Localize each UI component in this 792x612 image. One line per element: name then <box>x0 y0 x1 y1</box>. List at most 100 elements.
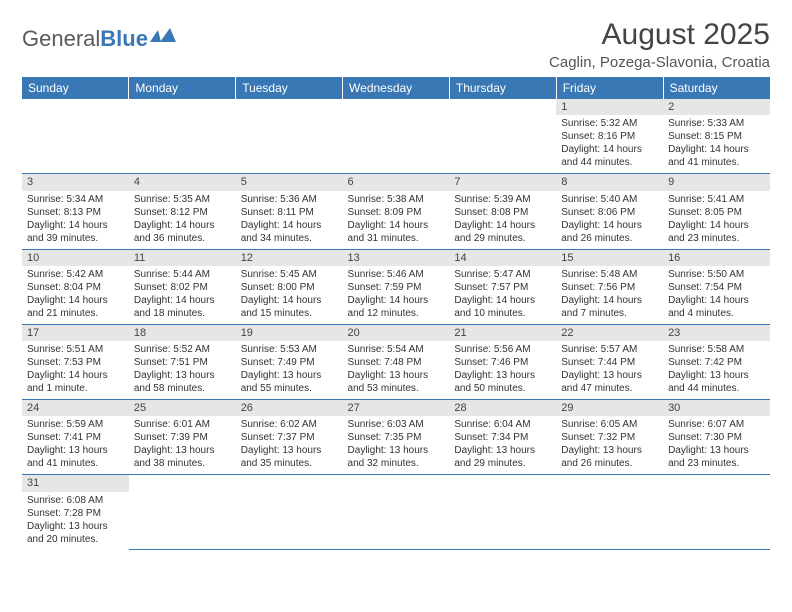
daylight-text: Daylight: 14 hours <box>561 294 658 307</box>
daylight-text: and 53 minutes. <box>348 382 445 395</box>
weekday-header-row: Sunday Monday Tuesday Wednesday Thursday… <box>22 77 770 99</box>
calendar-day-cell: 21Sunrise: 5:56 AMSunset: 7:46 PMDayligh… <box>449 324 556 399</box>
day-number: 19 <box>236 325 343 341</box>
daylight-text: and 35 minutes. <box>241 457 338 470</box>
calendar-day-cell: 31Sunrise: 6:08 AMSunset: 7:28 PMDayligh… <box>22 475 129 550</box>
sunset-text: Sunset: 7:32 PM <box>561 431 658 444</box>
calendar-day-cell: 8Sunrise: 5:40 AMSunset: 8:06 PMDaylight… <box>556 174 663 249</box>
daylight-text: and 39 minutes. <box>27 232 124 245</box>
sunrise-text: Sunrise: 6:01 AM <box>134 418 231 431</box>
calendar-day-cell <box>22 99 129 174</box>
calendar-day-cell: 14Sunrise: 5:47 AMSunset: 7:57 PMDayligh… <box>449 249 556 324</box>
calendar-day-cell: 11Sunrise: 5:44 AMSunset: 8:02 PMDayligh… <box>129 249 236 324</box>
calendar-day-cell: 1Sunrise: 5:32 AMSunset: 8:16 PMDaylight… <box>556 99 663 174</box>
calendar-day-cell: 10 Sunrise: 5:42 AMSunset: 8:04 PMDayligh… <box>22 249 129 324</box>
daylight-text: Daylight: 14 hours <box>27 294 124 307</box>
sunrise-text: Sunrise: 5:41 AM <box>668 193 765 206</box>
daylight-text: Daylight: 14 hours <box>241 294 338 307</box>
calendar-day-cell: 13Sunrise: 5:46 AMSunset: 7:59 PMDayligh… <box>343 249 450 324</box>
sunrise-text: Sunrise: 5:51 AM <box>27 343 124 356</box>
sunset-text: Sunset: 7:48 PM <box>348 356 445 369</box>
day-number: 7 <box>449 174 556 190</box>
sunrise-text: Sunrise: 6:08 AM <box>27 494 124 507</box>
calendar-day-cell: 25Sunrise: 6:01 AMSunset: 7:39 PMDayligh… <box>129 400 236 475</box>
sunrise-text: Sunrise: 5:45 AM <box>241 268 338 281</box>
sunrise-text: Sunrise: 6:03 AM <box>348 418 445 431</box>
daylight-text: and 50 minutes. <box>454 382 551 395</box>
sunset-text: Sunset: 7:28 PM <box>27 507 124 520</box>
daylight-text: Daylight: 13 hours <box>668 369 765 382</box>
sunset-text: Sunset: 7:41 PM <box>27 431 124 444</box>
sunset-text: Sunset: 7:39 PM <box>134 431 231 444</box>
sunrise-text: Sunrise: 5:59 AM <box>27 418 124 431</box>
sunrise-text: Sunrise: 5:46 AM <box>348 268 445 281</box>
sunset-text: Sunset: 8:04 PM <box>27 281 124 294</box>
sunset-text: Sunset: 7:57 PM <box>454 281 551 294</box>
daylight-text: Daylight: 13 hours <box>561 444 658 457</box>
daylight-text: and 12 minutes. <box>348 307 445 320</box>
daylight-text: Daylight: 14 hours <box>454 219 551 232</box>
day-number: 27 <box>343 400 450 416</box>
daylight-text: Daylight: 13 hours <box>134 369 231 382</box>
calendar-week-row: 3Sunrise: 5:34 AMSunset: 8:13 PMDaylight… <box>22 174 770 249</box>
calendar-day-cell: 3Sunrise: 5:34 AMSunset: 8:13 PMDaylight… <box>22 174 129 249</box>
daylight-text: and 10 minutes. <box>454 307 551 320</box>
sunrise-text: Sunrise: 5:47 AM <box>454 268 551 281</box>
sunset-text: Sunset: 8:12 PM <box>134 206 231 219</box>
calendar-day-cell: 15Sunrise: 5:48 AMSunset: 7:56 PMDayligh… <box>556 249 663 324</box>
sunset-text: Sunset: 8:16 PM <box>561 130 658 143</box>
calendar-day-cell <box>556 475 663 550</box>
page-title: August 2025 <box>549 18 770 52</box>
sunset-text: Sunset: 8:06 PM <box>561 206 658 219</box>
day-number: 24 <box>22 400 129 416</box>
day-number: 30 <box>663 400 770 416</box>
daylight-text: Daylight: 13 hours <box>348 444 445 457</box>
daylight-text: Daylight: 14 hours <box>348 294 445 307</box>
sunrise-text: Sunrise: 6:05 AM <box>561 418 658 431</box>
sunrise-text: Sunrise: 5:48 AM <box>561 268 658 281</box>
calendar-day-cell <box>343 475 450 550</box>
day-number: 22 <box>556 325 663 341</box>
sunrise-text: Sunrise: 5:39 AM <box>454 193 551 206</box>
weekday-header: Wednesday <box>343 77 450 99</box>
day-number: 10 <box>22 250 129 266</box>
weekday-header: Tuesday <box>236 77 343 99</box>
daylight-text: Daylight: 13 hours <box>134 444 231 457</box>
daylight-text: and 26 minutes. <box>561 457 658 470</box>
daylight-text: and 44 minutes. <box>668 382 765 395</box>
calendar-day-cell <box>129 99 236 174</box>
day-number: 29 <box>556 400 663 416</box>
calendar-day-cell: 9Sunrise: 5:41 AMSunset: 8:05 PMDaylight… <box>663 174 770 249</box>
day-number: 6 <box>343 174 450 190</box>
daylight-text: Daylight: 13 hours <box>348 369 445 382</box>
day-number: 15 <box>556 250 663 266</box>
day-number: 2 <box>663 99 770 115</box>
calendar-day-cell: 30Sunrise: 6:07 AMSunset: 7:30 PMDayligh… <box>663 400 770 475</box>
day-number: 16 <box>663 250 770 266</box>
calendar-day-cell <box>236 475 343 550</box>
calendar-day-cell: 18Sunrise: 5:52 AMSunset: 7:51 PMDayligh… <box>129 324 236 399</box>
calendar-day-cell: 4Sunrise: 5:35 AMSunset: 8:12 PMDaylight… <box>129 174 236 249</box>
weekday-header: Friday <box>556 77 663 99</box>
sunset-text: Sunset: 7:59 PM <box>348 281 445 294</box>
sunset-text: Sunset: 7:54 PM <box>668 281 765 294</box>
calendar-day-cell: 2Sunrise: 5:33 AMSunset: 8:15 PMDaylight… <box>663 99 770 174</box>
title-block: August 2025 Caglin, Pozega-Slavonia, Cro… <box>549 18 770 71</box>
calendar-day-cell: 27Sunrise: 6:03 AMSunset: 7:35 PMDayligh… <box>343 400 450 475</box>
sunrise-text: Sunrise: 5:40 AM <box>561 193 658 206</box>
calendar-day-cell <box>236 99 343 174</box>
sunrise-text: Sunrise: 5:42 AM <box>27 268 124 281</box>
calendar-day-cell <box>449 475 556 550</box>
logo-text-a: General <box>22 26 100 52</box>
day-number: 20 <box>343 325 450 341</box>
sunset-text: Sunset: 7:51 PM <box>134 356 231 369</box>
sunrise-text: Sunrise: 6:07 AM <box>668 418 765 431</box>
sunset-text: Sunset: 8:15 PM <box>668 130 765 143</box>
sunset-text: Sunset: 8:11 PM <box>241 206 338 219</box>
sunrise-text: Sunrise: 5:54 AM <box>348 343 445 356</box>
day-number: 23 <box>663 325 770 341</box>
sunrise-text: Sunrise: 5:34 AM <box>27 193 124 206</box>
sunrise-text: Sunrise: 5:56 AM <box>454 343 551 356</box>
calendar-day-cell <box>129 475 236 550</box>
daylight-text: Daylight: 13 hours <box>27 520 124 533</box>
